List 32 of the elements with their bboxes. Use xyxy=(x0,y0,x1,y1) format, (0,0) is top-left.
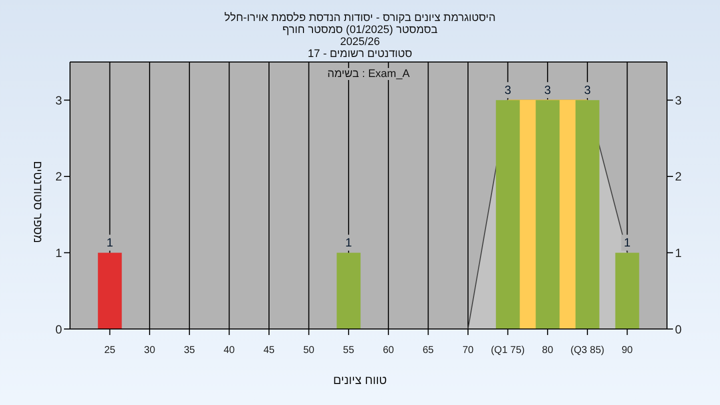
x-tick-label: (Q3 85) xyxy=(570,345,604,356)
x-tick-label: 40 xyxy=(224,345,236,356)
x-tick-label: 90 xyxy=(622,345,634,356)
data-label: 3 xyxy=(504,83,512,98)
x-tick-label: 30 xyxy=(144,345,156,356)
y-tick-label: 3 xyxy=(55,93,62,108)
y2-tick-label: 2 xyxy=(675,170,682,184)
x-tick-label: 55 xyxy=(343,345,355,356)
x-tick-label: 80 xyxy=(542,345,554,356)
x-tick-label: 35 xyxy=(184,345,196,356)
y-axis-title: מספר סטודנטים xyxy=(31,160,45,246)
data-label: 3 xyxy=(544,83,552,98)
x-tick-label: 60 xyxy=(382,345,394,356)
x-axis-title: טווח ציונים xyxy=(332,373,388,387)
x-tick-label: 50 xyxy=(303,345,315,356)
y-tick-label: 2 xyxy=(55,170,62,184)
x-tick-label: 65 xyxy=(422,345,434,356)
y2-tick-label: 3 xyxy=(675,93,682,108)
data-label: 1 xyxy=(345,236,352,250)
data-label: 3 xyxy=(584,83,592,98)
annotation: Exam_A : בשימה xyxy=(324,68,413,80)
x-tick-label: 25 xyxy=(104,345,116,356)
x-tick-label: 70 xyxy=(462,345,474,356)
chart-title: היסטוגרמת ציונים בקורס - יסודות הנדסת פלסמת אוירו-חלל xyxy=(223,12,497,24)
x-tick-label: (Q1 75) xyxy=(490,345,525,356)
y-tick-label: 0 xyxy=(55,322,62,336)
x-tick-label: 45 xyxy=(263,345,275,356)
data-label: 1 xyxy=(624,236,631,250)
data-label: 1 xyxy=(106,236,114,250)
y2-tick-label: 0 xyxy=(675,322,682,336)
y2-tick-label: 1 xyxy=(675,246,682,260)
y-tick-label: 1 xyxy=(55,246,62,260)
